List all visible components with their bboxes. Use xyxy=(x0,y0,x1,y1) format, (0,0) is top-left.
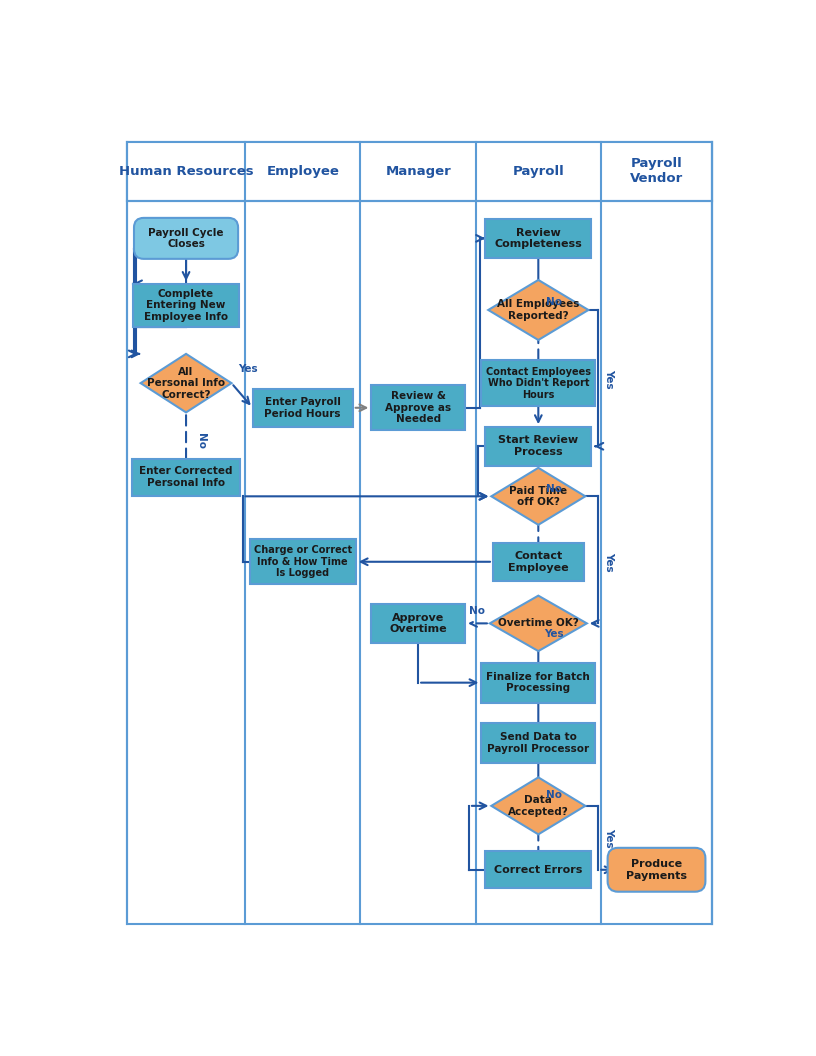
Text: Produce
Payments: Produce Payments xyxy=(626,859,687,881)
Text: Yes: Yes xyxy=(604,552,614,571)
Text: Paid Time
off OK?: Paid Time off OK? xyxy=(509,486,567,507)
Text: Enter Payroll
Period Hours: Enter Payroll Period Hours xyxy=(264,397,341,418)
FancyBboxPatch shape xyxy=(132,458,240,495)
Text: Contact Employees
Who Didn't Report
Hours: Contact Employees Who Didn't Report Hour… xyxy=(486,366,591,400)
Polygon shape xyxy=(490,596,587,652)
Text: All
Personal Info
Correct?: All Personal Info Correct? xyxy=(147,366,225,400)
Text: Complete
Entering New
Employee Info: Complete Entering New Employee Info xyxy=(144,288,228,322)
FancyBboxPatch shape xyxy=(486,220,592,258)
FancyBboxPatch shape xyxy=(127,143,712,201)
Text: Employee: Employee xyxy=(266,165,339,177)
Text: Start Review
Process: Start Review Process xyxy=(499,435,579,457)
Text: Enter Corrected
Personal Info: Enter Corrected Personal Info xyxy=(140,467,233,488)
Polygon shape xyxy=(488,280,588,340)
FancyBboxPatch shape xyxy=(608,848,705,891)
Text: No: No xyxy=(197,433,206,449)
Text: Human Resources: Human Resources xyxy=(119,165,253,177)
Polygon shape xyxy=(491,468,585,525)
Text: Payroll Cycle
Closes: Payroll Cycle Closes xyxy=(149,228,224,249)
Text: Overtime OK?: Overtime OK? xyxy=(498,619,579,628)
Text: Contact
Employee: Contact Employee xyxy=(508,551,569,572)
FancyBboxPatch shape xyxy=(127,143,712,924)
FancyBboxPatch shape xyxy=(493,543,583,581)
Text: Correct Errors: Correct Errors xyxy=(494,865,583,874)
FancyBboxPatch shape xyxy=(481,663,596,702)
Text: Review
Completeness: Review Completeness xyxy=(494,228,582,249)
Text: Charge or Correct
Info & How Time
Is Logged: Charge or Correct Info & How Time Is Log… xyxy=(254,545,352,579)
FancyBboxPatch shape xyxy=(371,385,465,430)
Text: Yes: Yes xyxy=(237,364,258,374)
Text: Yes: Yes xyxy=(544,629,564,639)
Text: No: No xyxy=(546,484,561,493)
Text: Manager: Manager xyxy=(385,165,451,177)
FancyBboxPatch shape xyxy=(371,604,465,643)
Text: Send Data to
Payroll Processor: Send Data to Payroll Processor xyxy=(487,732,589,754)
Text: Approve
Overtime: Approve Overtime xyxy=(389,612,447,635)
Text: No: No xyxy=(546,298,561,307)
FancyBboxPatch shape xyxy=(134,218,238,259)
FancyBboxPatch shape xyxy=(481,722,596,762)
Polygon shape xyxy=(491,777,585,834)
Text: Payroll: Payroll xyxy=(512,165,564,177)
FancyBboxPatch shape xyxy=(486,427,592,466)
FancyBboxPatch shape xyxy=(481,360,596,407)
Text: No: No xyxy=(546,790,561,800)
FancyBboxPatch shape xyxy=(250,540,356,584)
Text: No: No xyxy=(469,606,486,616)
FancyBboxPatch shape xyxy=(253,389,353,427)
Text: Payroll
Vendor: Payroll Vendor xyxy=(630,157,683,186)
Text: Review &
Approve as
Needed: Review & Approve as Needed xyxy=(385,391,451,425)
Text: Finalize for Batch
Processing: Finalize for Batch Processing xyxy=(486,672,590,694)
Text: Data
Accepted?: Data Accepted? xyxy=(508,795,569,816)
Text: Yes: Yes xyxy=(604,370,614,389)
FancyBboxPatch shape xyxy=(133,284,239,327)
Text: All Employees
Reported?: All Employees Reported? xyxy=(497,299,579,321)
Text: Yes: Yes xyxy=(604,828,614,848)
FancyBboxPatch shape xyxy=(486,851,592,888)
Polygon shape xyxy=(140,354,232,413)
